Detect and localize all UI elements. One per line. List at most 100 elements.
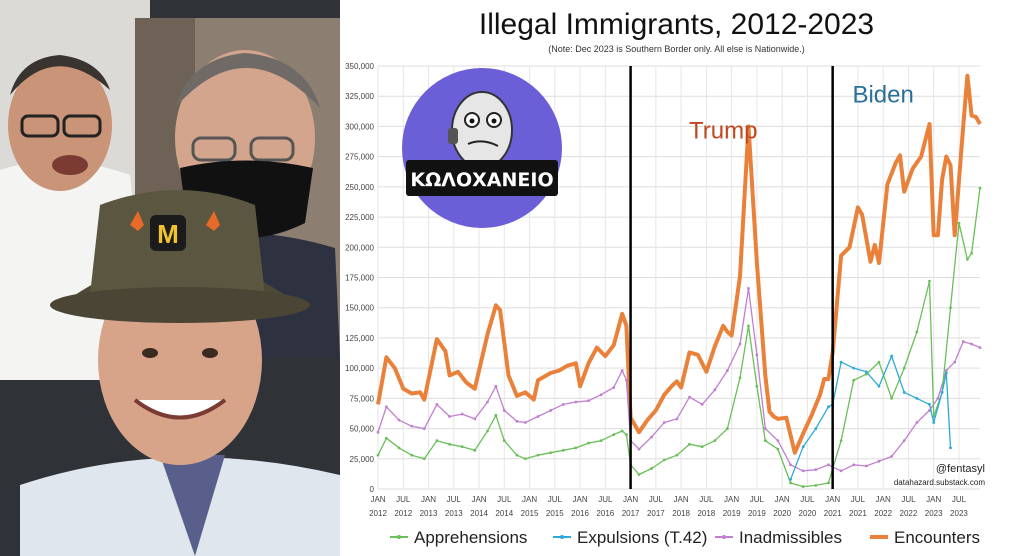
y-tick-label: 100,000	[345, 364, 374, 373]
x-tick-year: 2023	[925, 509, 943, 518]
data-point	[902, 366, 906, 370]
legend-label: Inadmissibles	[739, 528, 842, 547]
x-tick-month: JAN	[724, 495, 739, 504]
data-point	[801, 445, 805, 449]
data-point	[700, 445, 704, 449]
data-point	[763, 439, 767, 443]
data-point	[747, 324, 750, 328]
data-point	[864, 464, 868, 468]
data-point	[561, 403, 565, 406]
watermark-handle: @fentasyl	[936, 463, 985, 475]
data-point	[839, 469, 843, 473]
data-point	[852, 463, 856, 467]
era-label-trump: Trump	[689, 118, 757, 145]
data-point	[376, 430, 380, 434]
data-point	[620, 369, 624, 372]
x-tick-year: 2021	[849, 509, 867, 518]
data-point	[662, 458, 666, 462]
data-point	[385, 436, 388, 440]
data-point	[486, 400, 489, 404]
data-point	[549, 409, 553, 412]
x-tick-year: 2019	[723, 509, 741, 518]
x-tick-year: 2022	[874, 509, 892, 518]
data-point	[814, 468, 818, 472]
data-point	[599, 439, 603, 443]
data-point	[902, 439, 906, 443]
x-tick-month: JAN	[876, 495, 891, 504]
data-point	[852, 378, 856, 382]
data-point	[877, 360, 881, 364]
legend-label: Encounters	[894, 528, 980, 547]
data-point	[675, 417, 679, 421]
data-point	[688, 442, 691, 446]
data-point	[612, 433, 616, 437]
x-tick-month: JAN	[573, 495, 588, 504]
data-point	[650, 435, 654, 439]
x-tick-month: JAN	[421, 495, 436, 504]
y-tick-label: 350,000	[345, 62, 374, 71]
x-tick-month: JUL	[750, 495, 765, 504]
x-tick-month: JUL	[901, 495, 916, 504]
legend-label: Apprehensions	[414, 528, 527, 547]
x-tick-month: JUL	[497, 495, 512, 504]
chart-title-main: Illegal Immigrants,	[478, 8, 723, 41]
data-point	[410, 453, 414, 457]
photo-collage: M	[0, 0, 340, 556]
chart-note: (Note: Dec 2023 is Southern Border only.…	[548, 44, 805, 54]
data-point	[549, 451, 553, 455]
x-tick-year: 2014	[470, 509, 488, 518]
data-point	[650, 467, 654, 470]
x-tick-month: JAN	[825, 495, 840, 504]
data-point	[385, 405, 388, 409]
x-tick-year: 2020	[799, 509, 817, 518]
data-point	[928, 403, 931, 406]
x-tick-month: JUL	[699, 495, 714, 504]
data-point	[789, 477, 792, 481]
data-point	[536, 415, 540, 418]
x-tick-year: 2014	[495, 509, 513, 518]
data-point	[574, 400, 578, 404]
data-point	[637, 473, 641, 476]
y-tick-label: 50,000	[350, 425, 375, 434]
data-point	[494, 384, 498, 388]
data-point	[961, 340, 965, 343]
data-point	[776, 439, 780, 443]
era-label-biden: Biden	[852, 81, 913, 108]
x-tick-month: JUL	[598, 495, 613, 504]
data-point	[944, 369, 948, 372]
data-point	[587, 399, 590, 403]
data-point	[978, 346, 982, 349]
data-point	[587, 441, 590, 445]
data-point	[827, 463, 830, 467]
legend-marker	[722, 535, 726, 539]
x-tick-year: 2017	[647, 509, 665, 518]
data-point	[915, 396, 919, 400]
data-point	[940, 390, 944, 394]
x-tick-month: JUL	[548, 495, 563, 504]
y-tick-label: 0	[370, 485, 375, 494]
x-tick-year: 2016	[596, 509, 614, 518]
data-point	[890, 396, 893, 400]
data-point	[902, 390, 906, 394]
data-point	[827, 405, 830, 409]
data-point	[970, 251, 973, 255]
x-tick-year: 2015	[546, 509, 564, 518]
data-point	[448, 415, 451, 418]
data-point	[515, 419, 519, 423]
data-point	[460, 412, 464, 416]
photo-hat-man: M	[20, 185, 340, 556]
data-point	[970, 342, 973, 346]
data-point	[755, 353, 759, 357]
legend-marker	[397, 535, 401, 539]
data-point	[957, 221, 961, 225]
data-point	[624, 378, 628, 382]
x-tick-year: 2019	[748, 509, 766, 518]
data-point	[435, 439, 439, 443]
y-tick-label: 150,000	[345, 304, 374, 313]
legend-label: Expulsions (T.42)	[577, 528, 707, 547]
y-tick-label: 125,000	[345, 334, 374, 343]
x-tick-year: 2012	[369, 509, 387, 518]
y-tick-label: 300,000	[345, 122, 374, 131]
y-tick-label: 275,000	[345, 153, 374, 162]
data-point	[397, 446, 401, 450]
